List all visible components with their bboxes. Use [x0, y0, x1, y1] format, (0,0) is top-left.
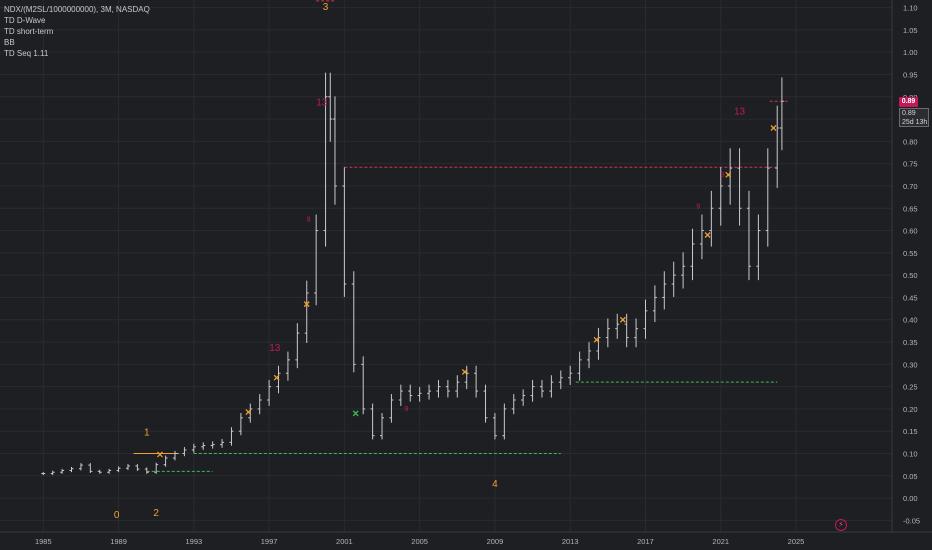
indicator-td-seq[interactable]: TD Seq 1.11: [4, 49, 49, 58]
td-levels: [133, 0, 789, 472]
cross-marker: [352, 410, 359, 417]
y-tick-label: 0.05: [903, 472, 918, 481]
price-axis[interactable]: 1.101.051.000.950.900.850.800.750.700.65…: [903, 4, 920, 526]
cross-marker: [770, 125, 777, 131]
countdown-price: 0.89: [902, 110, 916, 117]
y-tick-label: 0.40: [903, 316, 918, 325]
cross-marker: [619, 316, 626, 323]
td-markers: 0 1 2 3 4 13 13 13 9 9 9 9: [114, 2, 777, 521]
x-tick-label: 2025: [788, 537, 805, 546]
y-tick-label: 1.00: [903, 48, 918, 57]
last-price-tag: 0.89: [899, 97, 918, 107]
td-seq-label: 13: [269, 343, 281, 354]
indicator-td-dwave[interactable]: TD D-Wave: [4, 16, 46, 25]
x-tick-label: 1993: [185, 537, 202, 546]
y-tick-label: 0.60: [903, 227, 918, 236]
y-tick-label: 0.95: [903, 70, 918, 79]
y-tick-label: 0.65: [903, 204, 918, 213]
td-seq-label: 9: [405, 406, 409, 413]
x-tick-label: 1989: [110, 537, 127, 546]
indicator-bb[interactable]: BB: [4, 38, 15, 47]
indicator-td-short-term[interactable]: TD short-term: [4, 27, 54, 36]
td-seq-label: 9: [307, 217, 311, 224]
td-seq-label: 9: [696, 203, 700, 210]
td-seq-label: 13: [734, 107, 746, 118]
ohlc-bars: [41, 72, 784, 476]
y-tick-label: 1.05: [903, 26, 918, 35]
y-tick-label: 0.70: [903, 182, 918, 191]
y-tick-label: 0.30: [903, 360, 918, 369]
lightning-bolt-icon[interactable]: ⚡: [835, 519, 847, 531]
y-tick-label: 0.45: [903, 293, 918, 302]
y-tick-label: -0.05: [903, 516, 920, 525]
y-tick-label: 1.10: [903, 4, 918, 13]
wave-label: 2: [153, 508, 159, 519]
td-seq-label: 13: [316, 98, 328, 109]
countdown-remaining: 25d 13h: [902, 119, 928, 126]
cross-marker: [593, 336, 600, 343]
y-tick-label: 0.10: [903, 450, 918, 459]
cross-marker: [156, 451, 163, 458]
time-axis[interactable]: 1985 1989 1993 1997 2001 2005 2009 2013 2017 2021…: [35, 537, 804, 546]
cross-marker: [704, 232, 711, 238]
wave-label: 0: [114, 510, 120, 521]
x-tick-label: 2013: [562, 537, 579, 546]
x-tick-label: 2005: [411, 537, 428, 546]
cross-marker: [273, 374, 280, 381]
x-tick-label: 2001: [336, 537, 353, 546]
wave-label: 4: [492, 479, 498, 490]
y-tick-label: 0.75: [903, 160, 918, 169]
y-tick-label: 0.55: [903, 249, 918, 258]
cross-marker: [725, 171, 732, 178]
cross-marker: [303, 301, 310, 308]
y-tick-label: 0.00: [903, 494, 918, 503]
wave-label: 3: [323, 2, 329, 13]
indicator-legend: NDX/(M2SL/1000000000), 3M, NASDAQ TD D-W…: [4, 4, 150, 59]
bar-countdown-tag: 0.89 25d 13h: [899, 108, 929, 127]
y-tick-label: 0.35: [903, 338, 918, 347]
cross-marker: [461, 368, 468, 375]
y-tick-label: 0.15: [903, 427, 918, 436]
y-tick-label: 0.80: [903, 137, 918, 146]
symbol-line[interactable]: NDX/(M2SL/1000000000), 3M, NASDAQ: [4, 5, 150, 14]
wave-label: 1: [144, 428, 150, 439]
cross-marker: [245, 409, 252, 416]
x-tick-label: 2009: [487, 537, 504, 546]
y-tick-label: 0.20: [903, 405, 918, 414]
y-tick-label: 0.50: [903, 271, 918, 280]
x-tick-label: 2017: [637, 537, 654, 546]
y-tick-label: 0.25: [903, 383, 918, 392]
td-seq-label: 9: [721, 172, 725, 179]
x-tick-label: 2021: [712, 537, 729, 546]
x-tick-label: 1997: [261, 537, 278, 546]
chart-grid: [0, 0, 932, 533]
x-tick-label: 1985: [35, 537, 52, 546]
